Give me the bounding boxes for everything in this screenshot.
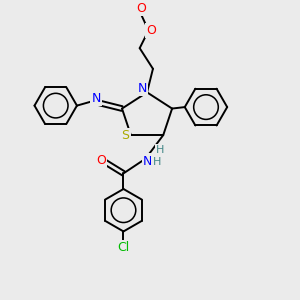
Text: N: N <box>143 154 152 167</box>
Text: O: O <box>96 154 106 166</box>
Text: H: H <box>156 145 164 155</box>
Text: N: N <box>92 92 101 105</box>
Text: N: N <box>138 82 147 95</box>
Text: H: H <box>153 157 161 167</box>
Text: Cl: Cl <box>117 241 130 254</box>
Text: O: O <box>146 24 156 37</box>
Text: O: O <box>136 2 146 16</box>
Text: S: S <box>122 129 130 142</box>
